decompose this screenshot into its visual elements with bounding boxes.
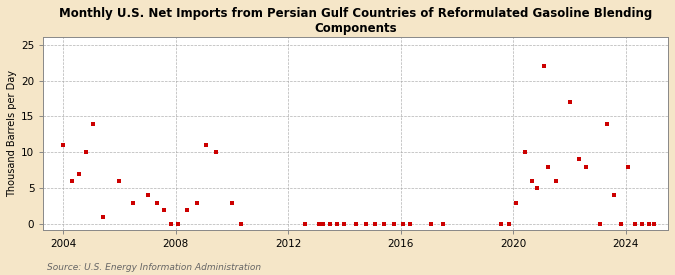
Point xyxy=(325,222,335,226)
Point xyxy=(623,164,634,169)
Point xyxy=(426,222,437,226)
Point xyxy=(173,222,184,226)
Point xyxy=(313,222,324,226)
Point xyxy=(227,200,238,205)
Point xyxy=(351,222,362,226)
Point xyxy=(437,222,448,226)
Point xyxy=(388,222,399,226)
Point xyxy=(496,222,507,226)
Point xyxy=(200,143,211,147)
Point xyxy=(649,222,659,226)
Point xyxy=(182,208,193,212)
Point xyxy=(67,179,78,183)
Point xyxy=(210,150,221,155)
Point xyxy=(151,200,162,205)
Point xyxy=(574,157,585,162)
Point xyxy=(236,222,246,226)
Point xyxy=(369,222,380,226)
Point xyxy=(88,121,99,126)
Point xyxy=(165,222,176,226)
Point xyxy=(580,164,591,169)
Point xyxy=(299,222,310,226)
Point xyxy=(609,193,620,197)
Point xyxy=(142,193,153,197)
Point xyxy=(644,222,655,226)
Point xyxy=(191,200,202,205)
Point xyxy=(332,222,343,226)
Point xyxy=(526,179,537,183)
Point xyxy=(360,222,371,226)
Point xyxy=(57,143,68,147)
Point xyxy=(98,215,109,219)
Point xyxy=(81,150,92,155)
Text: Source: U.S. Energy Information Administration: Source: U.S. Energy Information Administ… xyxy=(47,263,261,272)
Point xyxy=(398,222,408,226)
Point xyxy=(32,78,43,83)
Point xyxy=(543,164,554,169)
Point xyxy=(595,222,605,226)
Point xyxy=(339,222,350,226)
Point xyxy=(503,222,514,226)
Y-axis label: Thousand Barrels per Day: Thousand Barrels per Day xyxy=(7,70,17,197)
Point xyxy=(630,222,641,226)
Point xyxy=(114,179,125,183)
Point xyxy=(601,121,612,126)
Point xyxy=(404,222,415,226)
Point xyxy=(128,200,139,205)
Point xyxy=(550,179,561,183)
Point xyxy=(637,222,647,226)
Point xyxy=(510,200,521,205)
Point xyxy=(564,100,575,104)
Point xyxy=(520,150,531,155)
Point xyxy=(159,208,169,212)
Title: Monthly U.S. Net Imports from Persian Gulf Countries of Reformulated Gasoline Bl: Monthly U.S. Net Imports from Persian Gu… xyxy=(59,7,652,35)
Point xyxy=(531,186,542,190)
Point xyxy=(318,222,329,226)
Point xyxy=(379,222,390,226)
Point xyxy=(74,172,85,176)
Point xyxy=(538,64,549,68)
Point xyxy=(616,222,626,226)
